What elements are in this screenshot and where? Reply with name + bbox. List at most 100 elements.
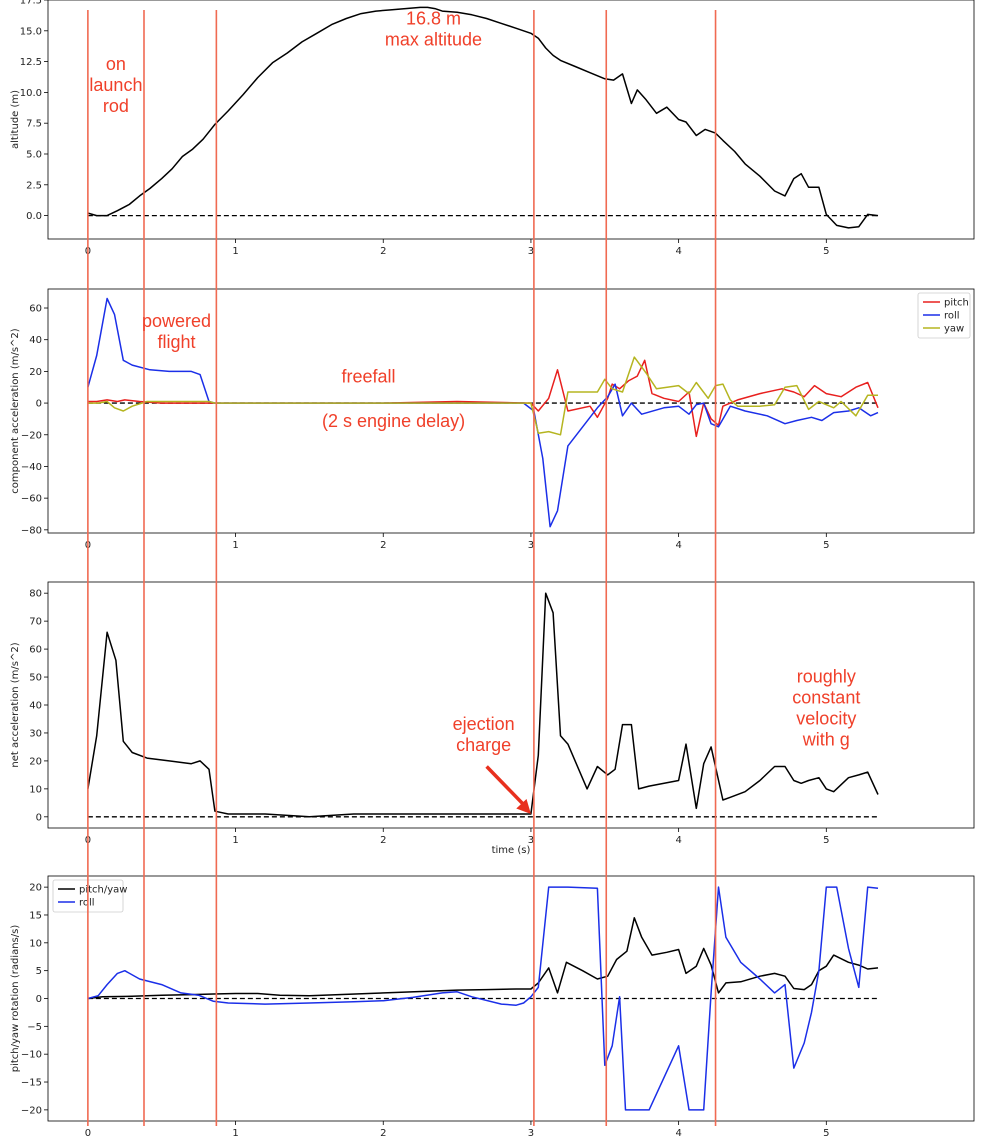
x-tick-label: 1 — [232, 1128, 238, 1138]
y-tick-label: 70 — [29, 617, 42, 628]
y-tick-label: −5 — [27, 1022, 42, 1033]
y-tick-label: −10 — [21, 1050, 42, 1061]
y-tick-label: −20 — [21, 1105, 42, 1116]
x-tick-label: 1 — [232, 540, 238, 551]
legend-box — [917, 292, 971, 339]
y-tick-label: −20 — [21, 430, 42, 441]
annotation-text: 16.8 m max altitude — [385, 9, 482, 50]
y-tick-label: 20 — [29, 883, 42, 894]
y-tick-label: 15.0 — [20, 26, 42, 37]
legend: pitch roll yaw — [917, 292, 971, 339]
annotation-line: rod — [103, 96, 129, 116]
annotation-text: roughly constant velocity with g — [792, 667, 860, 750]
x-tick-label: 2 — [380, 540, 386, 551]
chart-panel-3: 01234501020304050607080net acceleration … — [10, 581, 975, 856]
annotation-line: with g — [802, 730, 850, 750]
y-tick-label: 0 — [36, 812, 42, 823]
annotation-line: charge — [456, 735, 511, 755]
x-tick-label: 3 — [528, 540, 534, 551]
y-tick-label: 5 — [36, 966, 42, 977]
annotation-line: roughly — [797, 667, 856, 687]
x-tick-label: 2 — [380, 835, 386, 846]
y-tick-label: 80 — [29, 589, 42, 600]
annotation-line: constant — [792, 688, 860, 708]
y-tick-label: 40 — [29, 335, 42, 346]
annotation-text: on launch rod — [89, 54, 142, 116]
series-line-roll — [87, 297, 879, 528]
annotation-text: ejection charge — [453, 714, 515, 755]
x-tick-label: 3 — [528, 835, 534, 846]
y-tick-label: 12.5 — [20, 57, 42, 68]
chart-panel-1: 0123450.02.55.07.510.012.515.017.5altitu… — [10, 0, 975, 257]
y-tick-label: 0 — [36, 399, 42, 410]
chart-panel-4: 0 1 2 3 4 5 −20 −15 −10 −5 0 5 10 15 20 pitch/yaw rotat… — [10, 875, 975, 1138]
series-line-data — [87, 592, 879, 818]
plot-area — [87, 592, 879, 818]
x-tick-label: 1 — [232, 835, 238, 846]
y-tick-label: −80 — [21, 525, 42, 536]
y-tick-label: 10 — [29, 938, 42, 949]
arrow-shaft — [485, 765, 528, 809]
annotation-line: max altitude — [385, 30, 482, 50]
y-axis-label: altitude (m) — [10, 90, 21, 149]
legend-label: yaw — [944, 324, 964, 335]
annotation-line: 16.8 m — [406, 9, 461, 29]
legend-label: pitch/yaw — [79, 885, 127, 896]
x-tick-label: 4 — [675, 540, 681, 551]
x-tick-label: 3 — [528, 246, 534, 257]
series-line-roll — [87, 886, 879, 1111]
annotation-line: (2 s engine delay) — [322, 411, 465, 431]
y-tick-label: 60 — [29, 645, 42, 656]
axes-frame — [47, 288, 975, 534]
series-line-yaw — [87, 356, 878, 436]
y-tick-label: 60 — [29, 304, 42, 315]
y-tick-label: 30 — [29, 728, 42, 739]
y-tick-label: 2.5 — [26, 180, 42, 191]
annotations: on launch rod 16.8 m max altitude powered flig… — [89, 9, 860, 815]
x-tick-label: 4 — [675, 835, 681, 846]
legend-label: roll — [944, 311, 960, 322]
x-tick-label: 5 — [823, 1128, 829, 1138]
y-tick-label: −40 — [21, 462, 42, 473]
annotation-line: launch — [89, 75, 142, 95]
y-tick-label: 7.5 — [26, 119, 42, 130]
annotation-line: ejection — [453, 714, 515, 734]
y-axis-label: pitch/yaw rotation (radians/s) — [10, 925, 21, 1073]
arrow-head — [516, 799, 531, 815]
annotation-text: (2 s engine delay) — [322, 411, 465, 431]
x-tick-label: 5 — [823, 540, 829, 551]
annotation-line: on — [106, 54, 126, 74]
axes-frame — [47, 0, 975, 240]
y-tick-label: 0.0 — [26, 211, 42, 222]
series-line-pitch — [87, 359, 879, 438]
y-tick-label: 15 — [29, 910, 42, 921]
y-tick-label: 10 — [29, 784, 42, 795]
y-tick-label: −60 — [21, 494, 42, 505]
y-tick-label: 5.0 — [26, 149, 42, 160]
y-tick-label: 10.0 — [20, 88, 42, 99]
x-tick-label: 5 — [823, 835, 829, 846]
y-tick-label: 20 — [29, 367, 42, 378]
annotation-line: powered — [142, 311, 211, 331]
y-tick-label: 20 — [29, 756, 42, 767]
event-lines — [87, 10, 717, 1126]
x-tick-label: 4 — [675, 1128, 681, 1138]
annotation-text: freefall — [341, 366, 395, 386]
y-tick-label: −15 — [21, 1078, 42, 1089]
x-tick-label: 1 — [232, 246, 238, 257]
series-line-pitch-yaw — [87, 917, 879, 1000]
annotation-text: powered flight — [142, 311, 211, 352]
y-tick-label: 40 — [29, 701, 42, 712]
y-tick-label: 17.5 — [20, 0, 42, 7]
plot-area — [87, 886, 879, 1111]
legend-label: roll — [79, 898, 95, 909]
legend-label: pitch — [944, 298, 969, 309]
x-tick-label: 3 — [528, 1128, 534, 1138]
y-axis-label: net acceleration (m/s^2) — [10, 642, 21, 767]
annotation-line: flight — [157, 332, 195, 352]
y-tick-label: 50 — [29, 673, 42, 684]
annotation-line: freefall — [341, 366, 395, 386]
y-tick-label: 0 — [36, 994, 42, 1005]
